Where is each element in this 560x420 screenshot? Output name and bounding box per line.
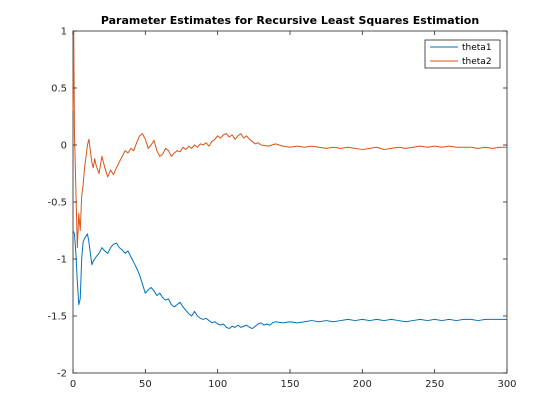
chart-title: Parameter Estimates for Recursive Least … xyxy=(101,14,479,27)
x-tick-label: 300 xyxy=(497,379,516,390)
y-tick-label: -2 xyxy=(57,369,67,380)
y-tick-label: 0.5 xyxy=(51,84,67,95)
x-tick-label: 250 xyxy=(425,379,444,390)
legend-box xyxy=(424,39,501,69)
x-tick-label: 50 xyxy=(139,379,152,390)
x-tick-label: 100 xyxy=(208,379,227,390)
legend-label-theta2: theta2 xyxy=(462,57,492,67)
y-tick-label: -1.5 xyxy=(47,312,67,323)
x-tick-label: 200 xyxy=(353,379,372,390)
legend-label-theta1: theta1 xyxy=(462,43,492,53)
y-tick-label: 0 xyxy=(61,141,67,152)
plot-area: 0 50 100 150 200 250 300 -2 -1.5 -1 -0.5 0 0.5 1 xyxy=(47,27,516,391)
legend: theta1 theta2 xyxy=(424,39,501,69)
y-tick-label: -1 xyxy=(57,255,67,266)
tick-layer: 0 50 100 150 200 250 300 -2 -1.5 -1 -0.5 0 0.5 1 xyxy=(47,27,516,391)
series-line-theta1 xyxy=(72,230,507,330)
series-line-theta2 xyxy=(72,30,507,249)
y-tick-label: -0.5 xyxy=(47,198,67,209)
series-layer xyxy=(72,30,507,330)
x-tick-label: 0 xyxy=(70,379,76,390)
y-tick-label: 1 xyxy=(61,27,67,38)
x-tick-label: 150 xyxy=(280,379,299,390)
plot-box xyxy=(72,30,508,374)
